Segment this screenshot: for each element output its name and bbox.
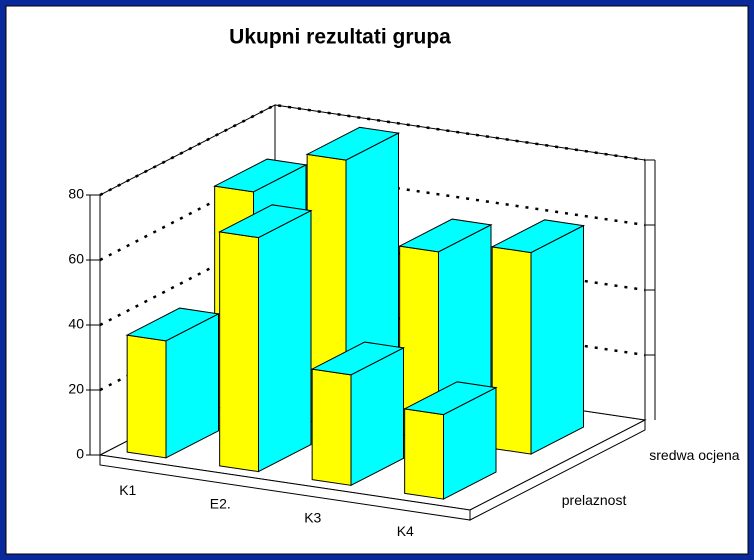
bar-top xyxy=(310,341,406,376)
bar-top xyxy=(490,219,586,254)
bar xyxy=(125,307,221,459)
bar-front xyxy=(491,246,532,455)
bar xyxy=(218,204,313,473)
y-tick-label: 60 xyxy=(68,251,84,267)
bar-top xyxy=(213,158,308,193)
bar xyxy=(310,341,406,487)
chart-title: Ukupni rezultati grupa xyxy=(229,26,451,49)
bar xyxy=(490,219,586,455)
y-tick-label: 80 xyxy=(68,186,84,202)
x-tick-label: K4 xyxy=(397,523,414,539)
floor-side xyxy=(469,419,646,521)
x-tick-label: E2. xyxy=(210,496,231,512)
x-tick-label: K3 xyxy=(304,509,321,525)
bar-front xyxy=(219,231,259,473)
bar-top xyxy=(218,204,313,239)
bar-top xyxy=(125,307,221,342)
bar-side xyxy=(530,224,584,455)
y-tick-label: 0 xyxy=(76,446,84,462)
y-tick-label: 20 xyxy=(68,381,84,397)
bar xyxy=(403,381,498,500)
bar-top xyxy=(403,381,498,416)
bar-top xyxy=(398,218,493,253)
x-tick-label: K1 xyxy=(119,482,136,498)
y-tick-label: 40 xyxy=(68,316,84,332)
bar-side xyxy=(258,209,312,473)
legend-label: sredwa ocjena xyxy=(649,447,739,463)
bar-front xyxy=(404,408,444,500)
bar-front xyxy=(126,334,167,459)
bar-front xyxy=(311,368,352,486)
legend-label: prelaznost xyxy=(562,492,627,508)
bar-top xyxy=(305,126,401,161)
